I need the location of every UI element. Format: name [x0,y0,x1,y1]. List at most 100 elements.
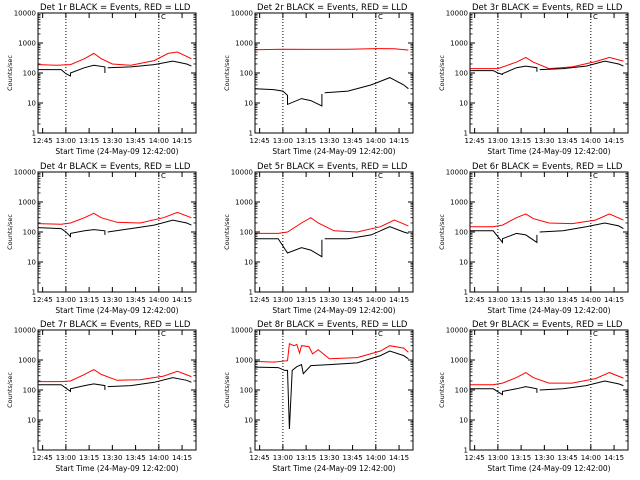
x-tick-label: 12:45 [250,454,270,462]
x-tick-label: 13:30 [319,137,339,145]
x-axis-label: Start Time (24-May-09 12:42:00) [487,147,610,156]
x-axis-label: Start Time (24-May-09 12:42:00) [272,464,395,473]
x-tick-label: 14:15 [389,454,409,462]
panel-grid: Det 1r BLACK = Events, RED = LLD Counts/s… [6,3,629,473]
panel-det-5: Det 5r BLACK = Events, RED = LLD Counts/s… [223,162,414,315]
y-tick-label: 100 [240,229,253,237]
panel-title: Det 9r BLACK = Events, RED = LLD [472,320,623,330]
x-tick-label: 14:15 [389,137,409,145]
x-axis-label: Start Time (24-May-09 12:42:00) [272,306,395,315]
y-tick-label: 10 [27,417,36,425]
y-tick-label: 1000 [235,357,253,365]
x-tick-label: 13:45 [125,137,145,145]
events-series-line [37,227,106,238]
y-tick-label: 1000 [450,40,468,48]
y-axis-label: Counts/sec [438,55,446,91]
x-tick-label: 14:00 [149,137,169,145]
y-tick-label: 1000 [450,199,468,207]
events-series-line [470,230,538,244]
x-tick-label: 13:00 [273,137,293,145]
x-tick-label: 12:45 [465,454,485,462]
y-tick-label: 1 [32,289,36,297]
y-tick-label: 10 [459,417,468,425]
events-series-line [38,64,106,77]
x-tick-label: 13:45 [342,137,362,145]
y-tick-label: 10000 [231,169,253,177]
x-tick-label: 13:45 [557,137,577,145]
x-tick-label: 14:15 [604,454,624,462]
x-tick-label: 14:15 [389,296,409,304]
x-tick-label: 13:00 [273,454,293,462]
y-tick-label: 10 [459,259,468,267]
x-tick-label: 13:45 [125,296,145,304]
panel-title: Det 7r BLACK = Events, RED = LLD [40,320,191,330]
x-axis-label: Start Time (24-May-09 12:42:00) [272,147,395,156]
x-tick-label: 12:45 [250,296,270,304]
x-tick-label: 13:00 [488,137,508,145]
y-tick-label: 100 [23,387,36,395]
lld-series-line [470,56,624,70]
x-tick-label: 14:15 [172,296,192,304]
x-tick-label: 13:00 [56,454,76,462]
corner-mark: C [161,13,166,21]
y-axis-label: Counts/sec [438,372,446,408]
x-tick-label: 14:00 [366,296,386,304]
corner-mark: C [378,172,383,180]
x-tick-label: 13:45 [342,454,362,462]
y-tick-label: 10 [459,100,468,108]
lld-series-line [255,217,409,234]
x-tick-label: 13:30 [534,137,554,145]
y-tick-label: 100 [455,387,468,395]
panel-det-8: Det 8r BLACK = Events, RED = LLD Counts/s… [223,320,414,473]
panel-det-7: Det 7r BLACK = Events, RED = LLD Counts/s… [6,320,197,473]
x-tick-label: 13:45 [342,296,362,304]
y-tick-label: 10000 [14,169,36,177]
panel-title: Det 6r BLACK = Events, RED = LLD [472,162,623,172]
y-axis-label: Counts/sec [438,214,446,250]
x-tick-label: 12:45 [250,137,270,145]
x-tick-label: 13:00 [488,454,508,462]
x-tick-label: 13:15 [511,454,531,462]
panel-det-2: Det 2r BLACK = Events, RED = LLD Counts/s… [223,3,414,156]
corner-mark: C [593,330,598,338]
x-tick-label: 13:30 [534,454,554,462]
x-axis-label: Start Time (24-May-09 12:42:00) [55,147,178,156]
panel-det-9: Det 9r BLACK = Events, RED = LLD Counts/s… [438,320,629,473]
corner-mark: C [378,330,383,338]
x-tick-label: 13:30 [534,296,554,304]
y-tick-label: 10 [27,259,36,267]
y-tick-label: 100 [240,387,253,395]
panel-det-6: Det 6r BLACK = Events, RED = LLD Counts/s… [438,162,629,315]
y-tick-label: 10000 [446,10,468,18]
y-tick-label: 1 [464,447,468,455]
y-tick-label: 100 [240,70,253,78]
y-tick-label: 10 [27,100,36,108]
panel-det-1: Det 1r BLACK = Events, RED = LLD Counts/s… [6,3,197,156]
x-axis-label: Start Time (24-May-09 12:42:00) [487,464,610,473]
y-tick-label: 10000 [231,10,253,18]
events-series-line [539,380,624,391]
x-tick-label: 13:00 [273,296,293,304]
x-tick-label: 13:45 [557,296,577,304]
events-series-line [324,226,409,240]
y-tick-label: 1000 [450,357,468,365]
events-series-line [254,88,323,107]
events-series-line [539,222,624,233]
y-tick-label: 10000 [446,169,468,177]
x-tick-label: 13:00 [56,296,76,304]
panel-title: Det 8r BLACK = Events, RED = LLD [257,320,408,330]
x-tick-label: 13:15 [79,296,99,304]
x-tick-label: 13:00 [56,137,76,145]
x-tick-label: 14:15 [604,137,624,145]
y-tick-label: 1000 [18,357,36,365]
events-series-line [107,219,192,233]
x-tick-label: 14:15 [172,137,192,145]
y-axis-label: Counts/sec [223,55,231,91]
events-series-line [539,60,624,71]
panel-title: Det 4r BLACK = Events, RED = LLD [40,162,191,172]
y-tick-label: 10 [244,259,253,267]
lld-series-line [37,211,192,225]
corner-mark: C [593,13,598,21]
x-axis-label: Start Time (24-May-09 12:42:00) [487,306,610,315]
